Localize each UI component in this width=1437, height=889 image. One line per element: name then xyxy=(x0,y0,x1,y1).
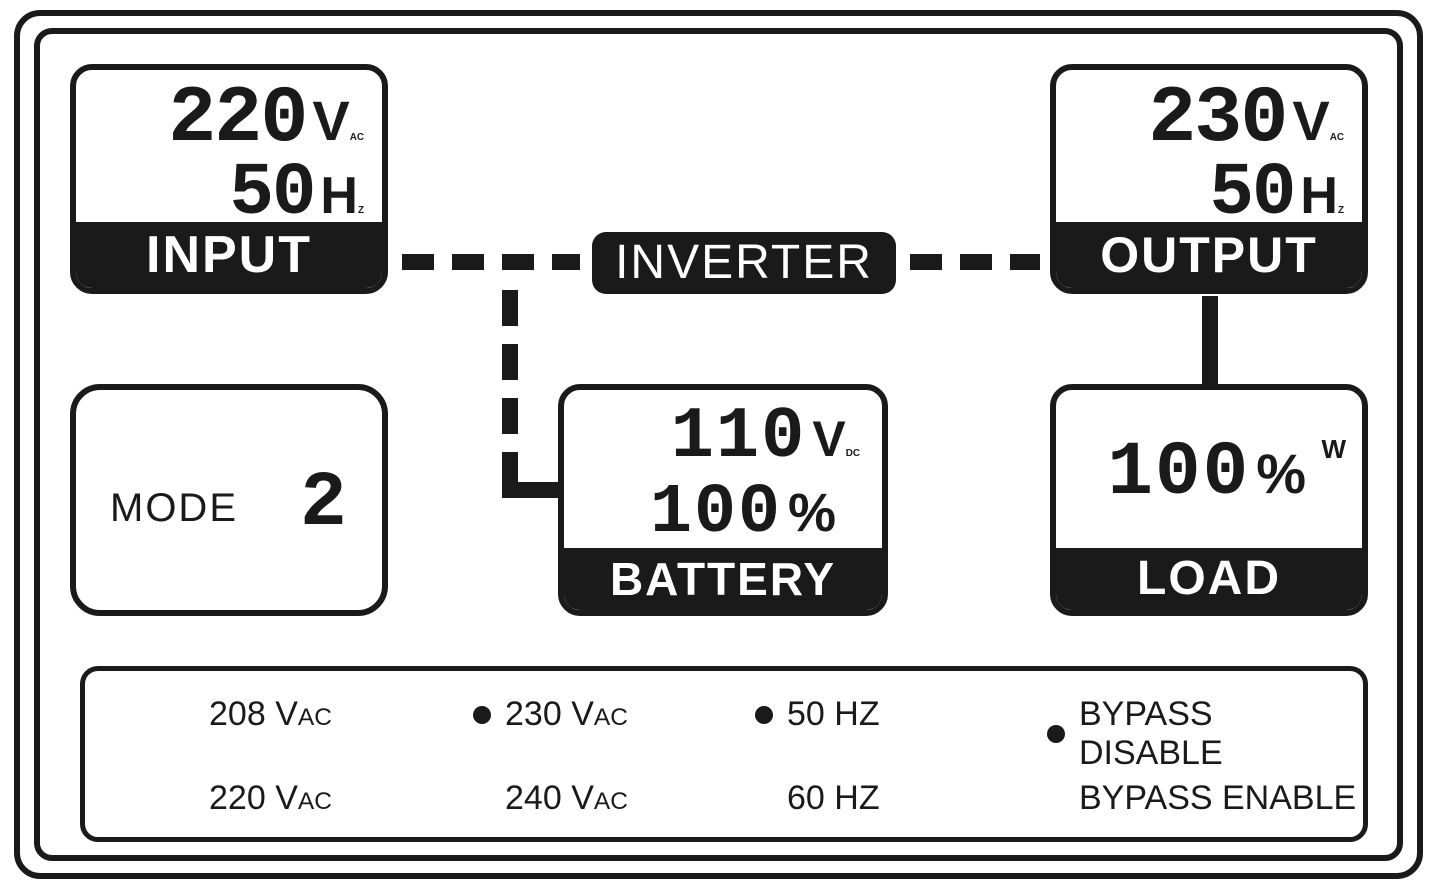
option-text: 60 HZ xyxy=(787,779,880,818)
lcd-outer-frame: 220 VAC 50 HZ INPUT 230 VAC xyxy=(14,10,1423,879)
battery-percent-unit: % xyxy=(788,482,836,544)
battery-voltage-value: 110 xyxy=(671,396,807,478)
input-label: INPUT xyxy=(76,222,382,288)
mode-label: MODE xyxy=(110,486,238,531)
flow-line-input-inverter xyxy=(452,254,484,270)
option-dot-placeholder xyxy=(177,790,195,808)
option-text: 220 VAC xyxy=(209,779,332,818)
battery-percent-value: 100 xyxy=(650,474,782,553)
load-percent-unit: % xyxy=(1256,441,1306,506)
output-freq-unit: HZ xyxy=(1300,166,1344,226)
flow-line-input-inverter xyxy=(502,254,534,270)
flow-line-input-inverter xyxy=(552,254,580,270)
option-selected-dot-icon xyxy=(473,706,491,724)
mode-value: 2 xyxy=(300,460,347,548)
flow-line-down xyxy=(502,452,518,482)
option-text: 50 HZ xyxy=(787,695,880,734)
flow-line-output-load xyxy=(1202,296,1218,384)
option-dot-placeholder xyxy=(1047,790,1065,808)
flow-line-inverter-output xyxy=(1010,254,1040,270)
option-item: BYPASS ENABLE xyxy=(1047,779,1356,818)
load-percent-row: 100 % xyxy=(1107,430,1306,516)
flow-line-down xyxy=(502,344,518,380)
mode-panel: MODE 2 xyxy=(70,384,388,616)
flow-line-input-inverter xyxy=(402,254,434,270)
options-panel: 208 VAC 230 VAC 50 HZ BYPASS DISABLE 220 VAC… xyxy=(80,666,1368,842)
option-item: 240 VAC xyxy=(473,779,628,818)
battery-voltage-row: 110 VDC xyxy=(671,396,860,478)
lcd-inner-frame: 220 VAC 50 HZ INPUT 230 VAC xyxy=(34,28,1403,861)
flow-line-to-battery xyxy=(502,482,558,498)
battery-label: BATTERY xyxy=(564,548,882,610)
load-percent-value: 100 xyxy=(1107,430,1250,516)
flow-line-inverter-output xyxy=(910,254,942,270)
battery-percent-row: 100 % xyxy=(650,474,836,553)
inverter-label: INVERTER xyxy=(592,232,896,294)
output-panel: 230 VAC 50 HZ OUTPUT xyxy=(1050,64,1368,294)
option-item: 208 VAC xyxy=(177,695,332,734)
battery-panel: 110 VDC 100 % BATTERY xyxy=(558,384,888,616)
input-freq-unit: HZ xyxy=(320,166,364,226)
flow-line-down xyxy=(502,290,518,326)
option-text: BYPASS DISABLE xyxy=(1079,695,1363,773)
output-voltage-unit: VAC xyxy=(1292,88,1344,153)
option-text: 240 VAC xyxy=(505,779,628,818)
input-voltage-unit: VAC xyxy=(312,88,364,153)
option-item: 220 VAC xyxy=(177,779,332,818)
option-text: BYPASS ENABLE xyxy=(1079,779,1356,818)
battery-voltage-unit: VDC xyxy=(812,410,860,468)
load-label: LOAD xyxy=(1056,548,1362,610)
option-item: 60 HZ xyxy=(755,779,880,818)
flow-line-down xyxy=(502,398,518,434)
output-label: OUTPUT xyxy=(1056,222,1362,288)
option-item: 50 HZ xyxy=(755,695,880,734)
option-dot-placeholder xyxy=(755,790,773,808)
option-text: 230 VAC xyxy=(505,695,628,734)
option-dot-placeholder xyxy=(177,706,195,724)
load-panel: 100 % W LOAD xyxy=(1050,384,1368,616)
option-dot-placeholder xyxy=(473,790,491,808)
flow-line-inverter-output xyxy=(960,254,992,270)
option-item: 230 VAC xyxy=(473,695,628,734)
option-text: 208 VAC xyxy=(209,695,332,734)
input-panel: 220 VAC 50 HZ INPUT xyxy=(70,64,388,294)
load-watt-indicator: W xyxy=(1321,434,1346,465)
option-item: BYPASS DISABLE xyxy=(1047,695,1363,773)
option-selected-dot-icon xyxy=(755,706,773,724)
option-selected-dot-icon xyxy=(1047,725,1065,743)
